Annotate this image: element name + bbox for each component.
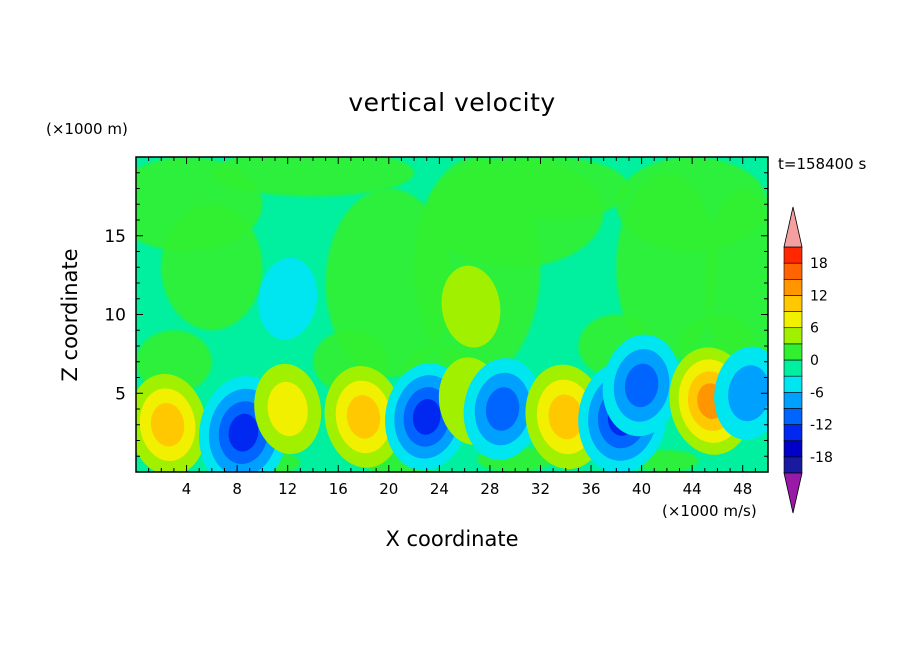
colorbar-bin [783, 391, 803, 409]
colorbar-bin [783, 456, 803, 474]
x-tick-label: 32 [531, 480, 550, 498]
contour-level [624, 363, 659, 408]
x-axis-label: X coordinate [385, 527, 519, 551]
field-patch [616, 172, 718, 362]
contour-level [441, 265, 501, 348]
colorbar-bin [783, 246, 803, 264]
x-tick-label: 12 [278, 480, 297, 498]
x-unit-label: (×1000 m/s) [662, 502, 757, 520]
x-tick-label: 48 [733, 480, 752, 498]
colorbar-bin [783, 262, 803, 280]
colorbar-bin [783, 311, 803, 329]
colorbar-bin [783, 359, 803, 377]
contour-level [548, 394, 584, 440]
x-tick-label: 16 [329, 480, 348, 498]
colorbar-tick-label: 18 [810, 256, 828, 272]
colorbar-bin [783, 295, 803, 312]
contour-level [267, 381, 308, 437]
y-axis: 5 10 15 [104, 172, 768, 457]
colorbar-over-arrow [783, 206, 803, 248]
colorbar-bin [783, 343, 803, 361]
y-tick-label: 5 [115, 384, 126, 404]
contour-level [346, 395, 381, 439]
contour-level [228, 413, 259, 452]
contour-level [412, 398, 441, 435]
x-axis: 4 8 12 16 20 24 28 32 36 40 44 48 [148, 157, 756, 498]
y-tick-label: 10 [104, 306, 126, 326]
y-axis-label: Z coordinate [58, 248, 82, 382]
x-tick-label: 8 [232, 480, 242, 498]
colorbar-tick-label: -18 [810, 450, 833, 466]
colorbar-bin [783, 327, 803, 345]
colorbar-bin [783, 424, 803, 442]
x-tick-label: 40 [632, 480, 651, 498]
contour-level [485, 387, 520, 431]
colorbar-bin [783, 440, 803, 458]
contour-level [150, 402, 185, 447]
colorbar-tick-label: 12 [810, 288, 828, 304]
colorbar-bin [783, 408, 803, 425]
x-tick-label: 36 [581, 480, 600, 498]
y-tick-label: 15 [104, 227, 126, 247]
colorbar: 18 12 6 0 -6 -12 -18 [783, 206, 833, 514]
x-tick-label: 24 [430, 480, 449, 498]
x-tick-label: 44 [683, 480, 702, 498]
colorbar-tick-label: 6 [810, 321, 819, 337]
field-patch [161, 204, 263, 331]
field-patch [211, 157, 415, 197]
colorbar-bin [783, 375, 803, 393]
contour-level [728, 365, 768, 422]
x-tick-label: 4 [182, 480, 192, 498]
field-patch [477, 157, 629, 220]
colorbar-tick-label: -12 [810, 418, 833, 434]
colorbar-under-arrow [783, 472, 803, 514]
time-label: t=158400 s [778, 155, 867, 173]
contour-level [258, 257, 318, 340]
y-unit-label: (×1000 m) [46, 120, 128, 138]
heatmap-features [136, 257, 768, 472]
x-tick-label: 28 [480, 480, 499, 498]
chart-title: vertical velocity [348, 88, 556, 117]
colorbar-tick-label: -6 [810, 385, 824, 401]
x-tick-label: 20 [379, 480, 398, 498]
colorbar-tick-label: 0 [810, 353, 819, 369]
colorbar-bin [783, 278, 803, 296]
